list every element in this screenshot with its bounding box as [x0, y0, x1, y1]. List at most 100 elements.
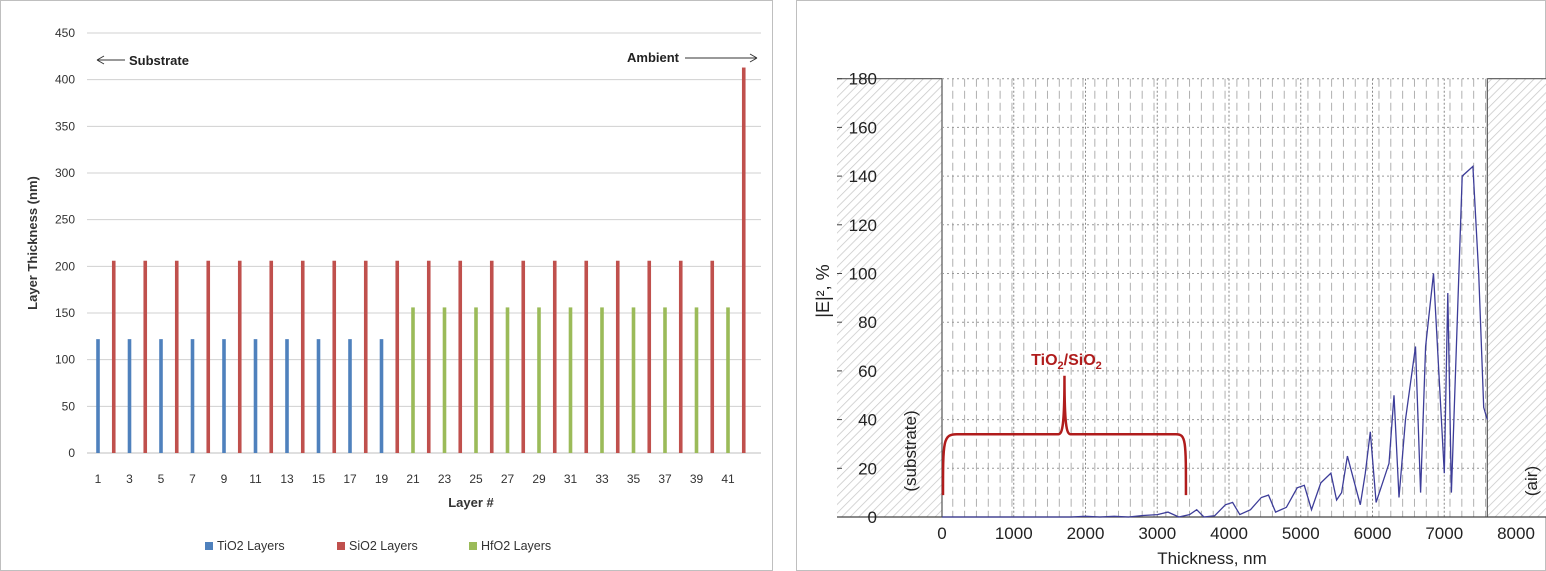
- bar: [474, 307, 478, 453]
- x-tick-label: 7000: [1425, 524, 1463, 543]
- y-tick-label: 450: [55, 26, 75, 40]
- x-tick-label: 17: [343, 472, 357, 486]
- field-intensity-chart-panel: 0 20 40 60 80 100 120 140 160 180 0 1000 2000 3000 400…: [796, 0, 1546, 571]
- bar: [363, 260, 368, 453]
- x-tick-label: 5: [158, 472, 165, 486]
- x-tick-label: 7: [189, 472, 196, 486]
- x-tick-label: 2000: [1067, 524, 1105, 543]
- bar: [584, 260, 589, 453]
- y-tick-label: 300: [55, 166, 75, 180]
- bar: [426, 260, 431, 453]
- bar: [174, 260, 179, 453]
- x-tick-label: 0: [937, 524, 946, 543]
- y-tick-label: 80: [858, 313, 877, 332]
- legend-swatch: [337, 542, 345, 550]
- bar: [285, 339, 289, 453]
- y-tick-label: 50: [62, 399, 76, 413]
- bar: [741, 67, 746, 454]
- substrate-region-label: (substrate): [901, 410, 920, 491]
- field-intensity-curve: [942, 165, 1488, 518]
- legend-swatch: [205, 542, 213, 550]
- bar: [694, 307, 699, 453]
- bar: [663, 307, 667, 453]
- y-tick-label: 100: [55, 353, 75, 367]
- legend-entry: TiO2 Layers: [217, 539, 285, 553]
- bar: [537, 307, 541, 453]
- bar: [600, 307, 604, 453]
- y-tick-label: 100: [849, 265, 877, 284]
- ambient-arrowhead: [749, 53, 758, 63]
- x-tick-label: 15: [312, 472, 326, 486]
- x-tick-label: 33: [595, 472, 609, 486]
- bar: [552, 260, 557, 453]
- x-tick-label: 13: [280, 472, 294, 486]
- legend-swatch: [469, 542, 477, 550]
- x-axis-label: Thickness, nm: [1157, 549, 1267, 568]
- y-tick-label: 60: [858, 362, 877, 381]
- y-tick-label: 200: [55, 259, 75, 273]
- air-region: [1487, 78, 1546, 517]
- x-tick-label: 21: [406, 472, 420, 486]
- x-tick-label: 39: [690, 472, 704, 486]
- y-tick-label: 0: [68, 446, 75, 460]
- field-intensity-chart: 0 20 40 60 80 100 120 140 160 180 0 1000 2000 3000 400…: [813, 70, 1546, 568]
- bar: [269, 260, 274, 453]
- ambient-label: Ambient: [627, 50, 680, 65]
- bar: [253, 339, 258, 453]
- bar: [96, 339, 100, 453]
- bar: [615, 260, 620, 453]
- x-tick-label: 1: [95, 472, 102, 486]
- bar: [411, 307, 415, 453]
- substrate-label: Substrate: [129, 53, 189, 68]
- bar: [348, 339, 352, 453]
- y-tick-label: 0: [868, 508, 877, 527]
- x-tick-label: 31: [564, 472, 578, 486]
- layer-stack-bracket: [941, 375, 1188, 496]
- bar: [678, 260, 683, 453]
- x-tick-label: 1000: [995, 524, 1033, 543]
- x-axis-label: Layer #: [448, 495, 494, 510]
- bar: [237, 260, 242, 453]
- legend-entry: HfO2 Layers: [481, 539, 551, 553]
- x-tick-label: 9: [221, 472, 228, 486]
- bar: [379, 339, 384, 453]
- x-tick-label: 23: [438, 472, 452, 486]
- x-tick-label: 27: [501, 472, 515, 486]
- x-tick-label: 35: [627, 472, 641, 486]
- x-tick-label: 3000: [1138, 524, 1176, 543]
- x-tick-label: 6000: [1354, 524, 1392, 543]
- layer-interface-lines: [952, 78, 1487, 517]
- bar: [159, 339, 163, 453]
- layer-thickness-chart-panel: 0 50 100 150 200 250 300 350 400 450 1 3 5 7 9 11 13 15 17…: [0, 0, 773, 571]
- y-tick-label: 160: [849, 118, 877, 137]
- y-tick-label: 150: [55, 306, 75, 320]
- bar: [190, 339, 195, 453]
- x-tick-label: 29: [532, 472, 546, 486]
- y-tick-label: 250: [55, 213, 75, 227]
- y-tick-label: 400: [55, 73, 75, 87]
- bar: [710, 260, 715, 453]
- bar: [726, 307, 730, 453]
- x-tick-label: 5000: [1282, 524, 1320, 543]
- y-tick-label: 350: [55, 119, 75, 133]
- bar: [395, 260, 400, 453]
- x-tick-label: 25: [469, 472, 483, 486]
- bar: [631, 307, 636, 453]
- bar: [458, 260, 463, 453]
- bar: [332, 260, 337, 453]
- bar: [300, 260, 305, 453]
- bar: [206, 260, 211, 453]
- bracket-label: TiO2/SiO2: [1031, 352, 1102, 372]
- bar: [489, 260, 494, 453]
- x-tick-label: 41: [721, 472, 735, 486]
- bar: [316, 339, 321, 453]
- x-tick-label: 11: [249, 472, 262, 486]
- bar: [505, 307, 510, 453]
- legend-entry: SiO2 Layers: [349, 539, 418, 553]
- x-tick-label: 8000: [1497, 524, 1535, 543]
- annotation-ambient: Ambient: [627, 50, 758, 65]
- air-region-label: (air): [1522, 466, 1541, 496]
- annotation-substrate: Substrate: [96, 53, 189, 68]
- x-tick-label: 3: [126, 472, 133, 486]
